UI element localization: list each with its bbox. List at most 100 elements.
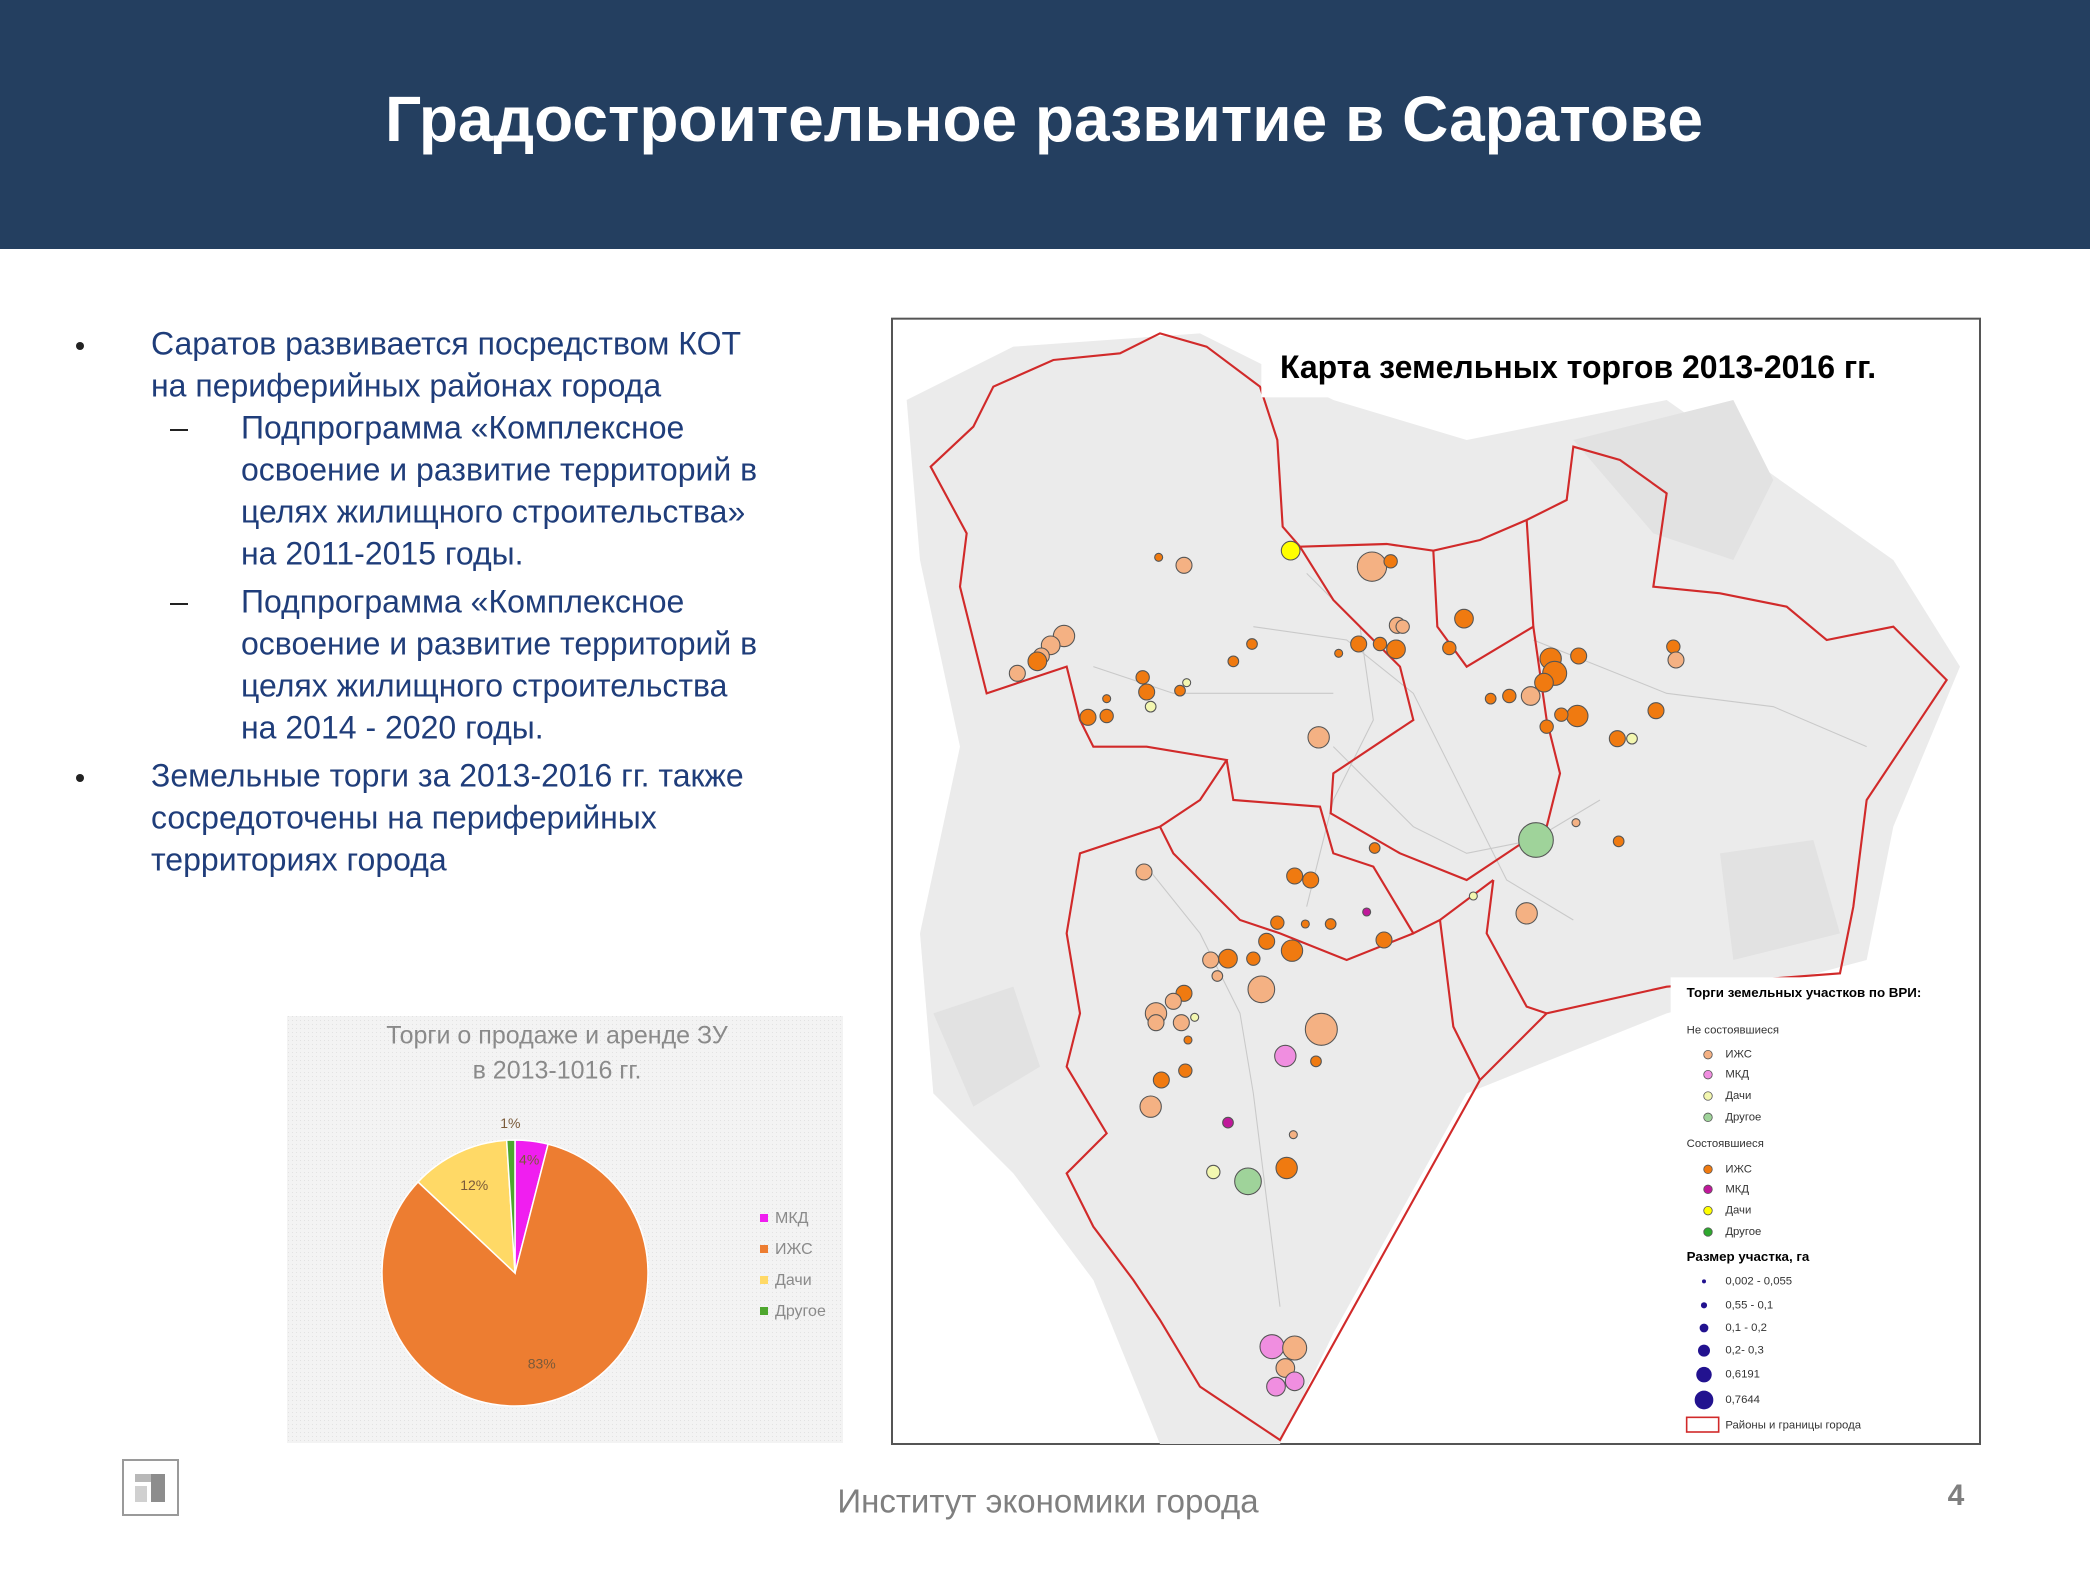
header-band [0, 0, 2090, 249]
map-point [1667, 651, 1685, 669]
legend-size-marker [1701, 1279, 1706, 1284]
map-point [1182, 678, 1192, 688]
map-roads [1093, 572, 1867, 1307]
legend-size-title: Размер участка, га [1687, 1249, 1810, 1264]
sub-bullet-text: целях жилищного строительства» [241, 493, 745, 529]
map-point [1222, 1116, 1234, 1129]
map-point [1135, 670, 1150, 685]
map-point [1138, 683, 1156, 701]
map-point [1307, 726, 1330, 749]
map-points [1008, 540, 1685, 1397]
legend-item: Другое [1725, 1226, 1761, 1238]
map-point [1247, 975, 1276, 1004]
legend-size-marker [1700, 1302, 1708, 1309]
map-point [1211, 970, 1224, 982]
map-point [1282, 1335, 1308, 1361]
pie-value-label: 1% [500, 1115, 520, 1131]
bullet-text: Земельные торги за 2013-2016 гг. также [151, 757, 744, 793]
legend-marker [1703, 1049, 1713, 1060]
legend-size-label: 0,002 - 0,055 [1725, 1275, 1792, 1287]
map-point [1154, 552, 1164, 562]
map-point [1442, 640, 1457, 656]
sub-bullet-text: освоение и развитие территорий в [241, 625, 757, 661]
map-point [1178, 1063, 1193, 1078]
pie: 4% МКД 83% ИЖС 12% Дачи 1% Другое [381, 1115, 826, 1407]
legend-label: МКД [775, 1210, 809, 1227]
legend-size-label: 0,6191 [1725, 1369, 1760, 1381]
map-point [1383, 554, 1398, 569]
legend-size-label: 0,2- 0,3 [1725, 1345, 1763, 1357]
map-point [1647, 702, 1665, 720]
map-point [1368, 842, 1381, 854]
map-land-patch [933, 399, 1840, 1107]
bullet-dot [76, 774, 84, 782]
map-point [1174, 684, 1186, 697]
map-point [1375, 931, 1393, 949]
bullet-text: Саратов развивается посредством КОТ [151, 325, 741, 361]
map-point [1227, 655, 1240, 668]
map-legend [1670, 977, 1951, 1440]
legend-item: Другое [1725, 1111, 1761, 1123]
sub-bullet-text: Подпрограмма «Комплексное [241, 409, 684, 445]
map-point [1190, 1012, 1200, 1022]
legend-swatch [760, 1214, 768, 1222]
map-point [1258, 932, 1276, 950]
legend-group: Не состоявшиеся [1687, 1025, 1779, 1037]
bullet-text: территориях города [151, 841, 447, 877]
map-point [1288, 1130, 1298, 1140]
bullet-list: Саратов развивается посредством КОТ на пе… [76, 325, 757, 877]
map-point [1372, 636, 1388, 652]
map-point [1454, 608, 1474, 629]
map-point [1362, 907, 1372, 917]
bullet-dot [76, 342, 84, 350]
map-point [1246, 638, 1258, 650]
map-point [1356, 551, 1388, 582]
legend-swatch [760, 1245, 768, 1253]
map-point [1102, 694, 1112, 704]
map-point [1164, 992, 1182, 1010]
legend-label: ИЖС [775, 1241, 813, 1258]
logo [122, 1459, 179, 1516]
legend-label: Другое [775, 1303, 826, 1320]
legend-swatch [760, 1276, 768, 1284]
map-land [906, 333, 1960, 1444]
map-point [1284, 1371, 1305, 1392]
map-point [1518, 822, 1554, 858]
map-point [1570, 647, 1588, 665]
legend-item: МКД [1725, 1069, 1749, 1081]
map-point [1202, 951, 1220, 969]
map-point [1395, 619, 1410, 634]
legend-marker [1703, 1227, 1713, 1237]
legend-marker [1703, 1091, 1713, 1101]
map-point [1612, 835, 1625, 848]
bullet-text: на периферийных районах города [151, 367, 661, 403]
legend-marker [1703, 1205, 1713, 1216]
map-title: Карта земельных торгов 2013-2016 гг. [1280, 349, 1876, 385]
map-point [1666, 639, 1681, 654]
legend-size-marker [1697, 1344, 1710, 1357]
sub-bullet-text: на 2014 - 2020 годы. [241, 709, 544, 745]
map-point [1300, 919, 1310, 929]
legend-marker [1703, 1184, 1713, 1194]
map-point [1554, 707, 1569, 722]
map-point [1302, 871, 1320, 889]
map-point [1502, 688, 1517, 704]
map-point [1324, 918, 1337, 930]
pie-value-label: 83% [528, 1356, 556, 1372]
map-point [1206, 1164, 1221, 1180]
legend-label: Дачи [775, 1272, 812, 1289]
sub-bullet-text: Подпрограмма «Комплексное [241, 583, 684, 619]
map-point [1183, 1035, 1193, 1045]
page-number: 4 [1948, 1479, 1965, 1512]
map-point [1386, 639, 1406, 660]
legend-title: Торги земельных участков по ВРИ: [1687, 985, 1922, 1000]
map-point [1520, 686, 1541, 706]
map-point [1008, 664, 1026, 682]
map-point [1270, 915, 1285, 930]
pie-slice [416, 1139, 516, 1275]
map-point [1147, 1014, 1165, 1032]
map-point [1608, 730, 1626, 748]
legend-marker [1703, 1164, 1713, 1174]
legend-size-label: 0,7644 [1725, 1394, 1760, 1406]
pie-value-label: 4% [519, 1152, 539, 1168]
